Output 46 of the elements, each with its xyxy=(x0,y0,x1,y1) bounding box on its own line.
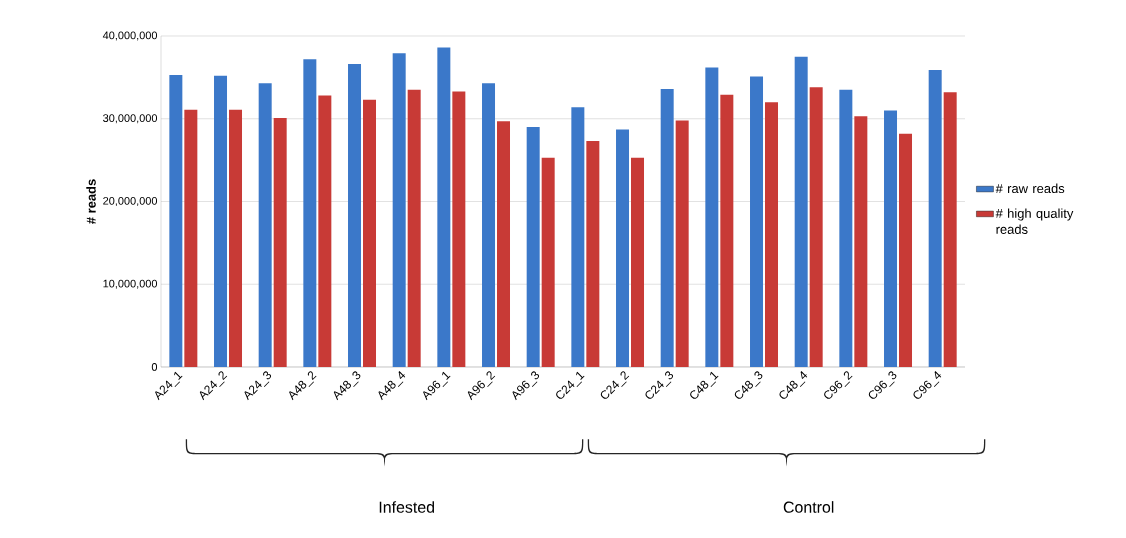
bar xyxy=(660,88,674,367)
y-tick-label: 30,000,000 xyxy=(103,114,158,124)
bar xyxy=(928,69,942,367)
bar xyxy=(720,94,734,367)
bar xyxy=(794,56,808,367)
text: Control xyxy=(783,501,834,513)
bar xyxy=(675,120,689,367)
bar xyxy=(899,133,913,367)
bar xyxy=(616,129,630,367)
bar xyxy=(586,141,600,367)
text: Infested xyxy=(379,501,435,513)
bar xyxy=(884,110,898,367)
bar xyxy=(497,121,511,367)
bar xyxy=(303,59,317,367)
bar xyxy=(765,102,779,367)
legend-label: # raw reads xyxy=(995,183,1065,194)
bar xyxy=(229,109,243,367)
bar xyxy=(631,157,645,367)
bar xyxy=(854,116,868,367)
bar xyxy=(541,157,555,367)
bar xyxy=(839,89,853,367)
bar xyxy=(392,53,406,367)
bar xyxy=(169,74,183,367)
bar xyxy=(809,87,823,367)
bar xyxy=(526,127,540,367)
bar xyxy=(273,117,287,367)
y-tick-label: 10,000,000 xyxy=(103,279,158,289)
bar xyxy=(943,92,957,367)
bar xyxy=(705,67,719,367)
bar xyxy=(258,83,272,367)
bar xyxy=(363,99,377,367)
y-tick-label: 40,000,000 xyxy=(102,31,158,41)
legend-label: # high quality reads xyxy=(995,208,1074,234)
bar xyxy=(407,89,421,367)
y-tick-label: 20,000,000 xyxy=(103,196,158,207)
bar xyxy=(214,75,228,367)
bar xyxy=(750,76,764,367)
bar xyxy=(318,95,332,367)
bar xyxy=(348,64,362,367)
y-tick-label: 0 xyxy=(151,363,158,371)
bar xyxy=(571,107,585,367)
y-axis-title: # reads xyxy=(86,179,96,224)
bar xyxy=(482,83,496,367)
bar xyxy=(184,109,198,367)
bar xyxy=(452,91,466,367)
bar xyxy=(437,47,451,367)
